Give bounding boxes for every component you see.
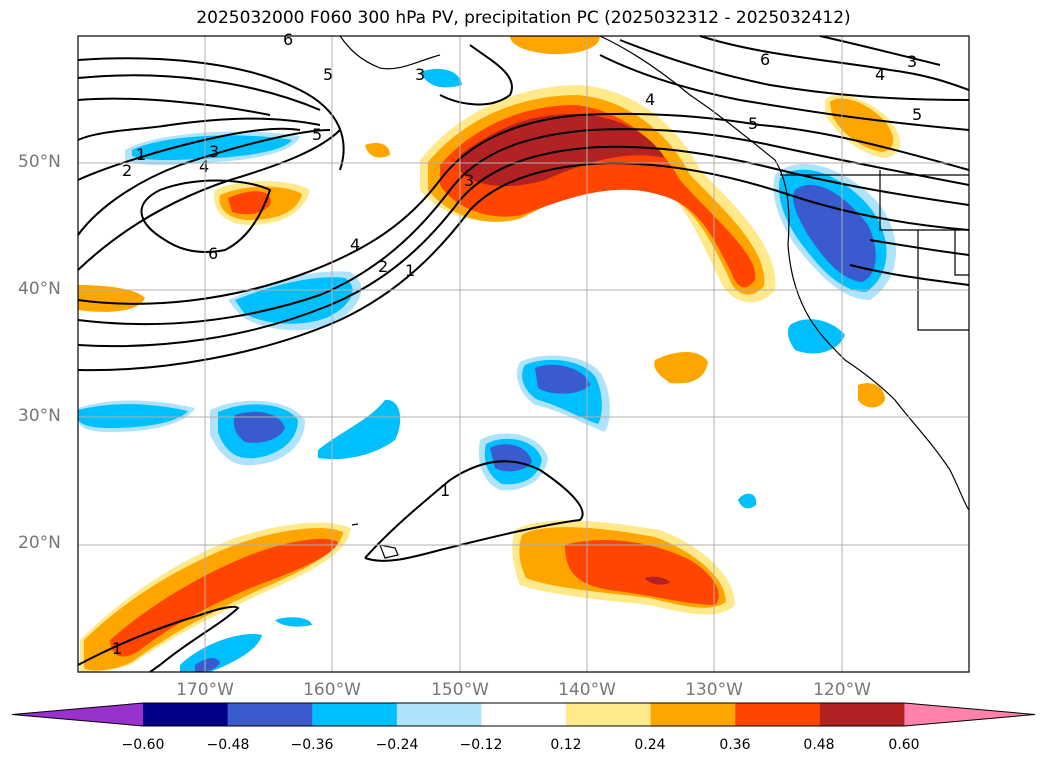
svg-text:1: 1 bbox=[440, 481, 450, 500]
colorbar-tick: 0.48 bbox=[803, 737, 835, 753]
coastlines bbox=[339, 35, 970, 559]
colorbar-extend-max bbox=[904, 703, 1035, 726]
svg-text:3: 3 bbox=[907, 52, 917, 71]
colorbar-tick: 0.60 bbox=[888, 737, 920, 753]
lat-label-40: 40°N bbox=[18, 279, 61, 299]
colorbar-bin bbox=[650, 703, 736, 726]
colorbar-tick: 0.12 bbox=[550, 737, 582, 753]
colorbar-tick: 0.24 bbox=[634, 737, 666, 753]
map-title: 2025032000 F060 300 hPa PV, precipitatio… bbox=[196, 8, 851, 28]
colorbar-bin bbox=[312, 703, 398, 726]
svg-text:6: 6 bbox=[760, 50, 770, 69]
lon-label-140: 140°W bbox=[558, 680, 616, 700]
lon-label-170: 170°W bbox=[176, 680, 234, 700]
colorbar-bin bbox=[227, 703, 313, 726]
colorbar-bin bbox=[735, 703, 821, 726]
colorbar-tick: −0.24 bbox=[375, 737, 419, 753]
svg-text:5: 5 bbox=[912, 105, 922, 124]
svg-text:2: 2 bbox=[122, 161, 132, 180]
colorbar-bin bbox=[819, 703, 905, 726]
lat-label-30: 30°N bbox=[18, 406, 61, 426]
gridlines bbox=[78, 36, 969, 672]
svg-text:1: 1 bbox=[405, 261, 415, 280]
svg-text:3: 3 bbox=[415, 65, 425, 84]
svg-text:4: 4 bbox=[875, 65, 885, 84]
lon-label-160: 160°W bbox=[303, 680, 361, 700]
svg-text:2: 2 bbox=[378, 257, 388, 276]
colorbar bbox=[11, 702, 1036, 727]
lat-label-50: 50°N bbox=[18, 152, 61, 172]
colorbar-tick: −0.36 bbox=[290, 737, 334, 753]
colorbar-bin bbox=[566, 703, 652, 726]
map-frame bbox=[77, 35, 970, 673]
lat-label-20: 20°N bbox=[18, 533, 61, 553]
svg-text:5: 5 bbox=[312, 125, 322, 144]
colorbar-tick: −0.60 bbox=[121, 737, 165, 753]
colorbar-bin bbox=[143, 703, 229, 726]
colorbar-extend-min bbox=[12, 703, 143, 726]
svg-text:6: 6 bbox=[208, 244, 218, 263]
colorbar-outline bbox=[11, 702, 1036, 727]
lon-label-130: 130°W bbox=[685, 680, 743, 700]
svg-text:5: 5 bbox=[748, 114, 758, 133]
colorbar-bin bbox=[481, 703, 567, 726]
svg-text:1: 1 bbox=[112, 639, 122, 658]
colorbar-tick: −0.48 bbox=[206, 737, 250, 753]
lon-label-150: 150°W bbox=[431, 680, 489, 700]
lon-label-120: 120°W bbox=[813, 680, 871, 700]
svg-text:6: 6 bbox=[283, 30, 293, 49]
colorbar-tick: 0.36 bbox=[719, 737, 751, 753]
svg-text:4: 4 bbox=[645, 90, 655, 109]
colorbar-tick: −0.12 bbox=[459, 737, 503, 753]
svg-text:4: 4 bbox=[199, 157, 209, 176]
pv-contours bbox=[77, 35, 970, 673]
svg-text:1: 1 bbox=[136, 145, 146, 164]
colorbar-bin bbox=[396, 703, 482, 726]
svg-text:3: 3 bbox=[209, 142, 219, 161]
svg-text:5: 5 bbox=[323, 65, 333, 84]
pv-contour-labels: 6 5 3 1 2 3 4 5 6 4 2 1 3 4 6 5 4 3 5 1 … bbox=[112, 30, 922, 658]
svg-text:4: 4 bbox=[350, 235, 360, 254]
svg-text:3: 3 bbox=[464, 171, 474, 190]
